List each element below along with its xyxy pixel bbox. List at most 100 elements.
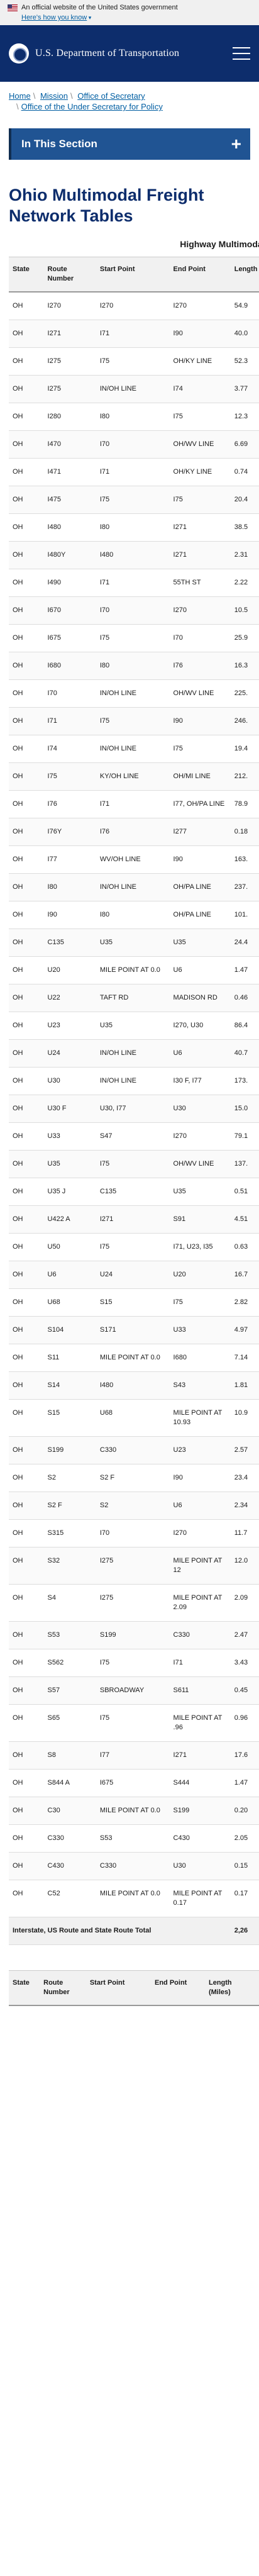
table-cell: I270 bbox=[169, 596, 231, 625]
table-cell: I80 bbox=[96, 513, 170, 542]
breadcrumb: Home \ Mission \ Office of Secretary \ Offi… bbox=[9, 91, 163, 111]
table-cell: IN/OH LINE bbox=[96, 679, 170, 708]
table-cell: I76 bbox=[43, 790, 96, 818]
table-cell: 2.05 bbox=[230, 1824, 259, 1853]
table-cell: I71 bbox=[96, 320, 170, 348]
table-cell: OH bbox=[9, 624, 44, 652]
freight-table-container[interactable]: Highway Multimodal Freight Network State… bbox=[0, 239, 259, 1945]
table-cell: S2 bbox=[96, 1492, 170, 1520]
table-cell: 10.5 bbox=[230, 596, 259, 625]
col-header: Route Number bbox=[43, 257, 96, 293]
table-cell: 2.57 bbox=[230, 1436, 259, 1464]
table-cell: 0.63 bbox=[230, 1233, 259, 1261]
table-cell: OH bbox=[9, 292, 44, 320]
table-cell: OH bbox=[9, 1880, 44, 1917]
table-cell: 78.9 bbox=[230, 790, 259, 818]
table-row: OH S53 S199 C330 2.47 bbox=[9, 1621, 259, 1649]
col-header: End Point bbox=[151, 1970, 205, 2006]
col-header: Length (Miles) bbox=[230, 257, 259, 293]
table-cell: OH bbox=[9, 1344, 44, 1372]
home-logo-link[interactable]: U.S. Department of Transportation bbox=[9, 43, 179, 64]
table-cell: 0.51 bbox=[230, 1178, 259, 1206]
gov-banner: An official website of the United States… bbox=[0, 0, 259, 25]
in-this-section-toggle[interactable]: In This Section + bbox=[9, 128, 250, 160]
table-cell: OH bbox=[9, 1824, 44, 1853]
table-row: OH U6 U24 U20 16.7 bbox=[9, 1261, 259, 1289]
table-cell: 11.7 bbox=[230, 1519, 259, 1547]
table-row: OH I470 I70 OH/WV LINE 6.69 bbox=[9, 430, 259, 459]
table-cell: S611 bbox=[169, 1676, 231, 1705]
table-cell: I80 bbox=[96, 901, 170, 929]
table-cell: I275 bbox=[43, 347, 96, 376]
table-cell: I490 bbox=[43, 569, 96, 597]
table-cell: I77, OH/PA LINE bbox=[169, 790, 231, 818]
table-header-row: State Route Number Start Point End Point… bbox=[9, 257, 259, 293]
table-cell: OH bbox=[9, 1178, 44, 1206]
table-cell: C330 bbox=[169, 1621, 231, 1649]
table-cell: C330 bbox=[43, 1824, 96, 1853]
table-cell: OH bbox=[9, 596, 44, 625]
table-cell: C430 bbox=[43, 1852, 96, 1880]
table-cell: U6 bbox=[169, 1492, 231, 1520]
breadcrumb-office[interactable]: Office of Secretary bbox=[77, 91, 145, 101]
breadcrumb-home[interactable]: Home bbox=[9, 91, 31, 101]
table-cell: 4.97 bbox=[230, 1316, 259, 1344]
table-cell: S199 bbox=[43, 1436, 96, 1464]
how-you-know-link[interactable]: Here's how you know bbox=[21, 14, 87, 21]
table-cell: 12.0 bbox=[230, 1547, 259, 1585]
us-flag-icon bbox=[8, 4, 18, 11]
table-cell: I270 bbox=[169, 292, 231, 320]
table-row: OH U35 J C135 U35 0.51 bbox=[9, 1178, 259, 1206]
table-cell: OH bbox=[9, 347, 44, 376]
breadcrumb-mission[interactable]: Mission bbox=[40, 91, 69, 101]
table-cell: I70 bbox=[96, 1519, 170, 1547]
table-cell: OH bbox=[9, 430, 44, 459]
table-cell: I271 bbox=[96, 1205, 170, 1234]
menu-button[interactable] bbox=[233, 47, 250, 60]
table-cell: OH bbox=[9, 1316, 44, 1344]
table-cell: 0.20 bbox=[230, 1797, 259, 1825]
agency-name: U.S. Department of Transportation bbox=[35, 48, 180, 59]
table-cell: 79.1 bbox=[230, 1122, 259, 1151]
col-header: Start Point bbox=[85, 1970, 151, 2006]
table-cell: 237. bbox=[230, 873, 259, 901]
highway-freight-table: State Route Number Start Point End Point… bbox=[9, 257, 259, 1945]
table-cell: I480 bbox=[43, 513, 96, 542]
table-cell: I30 F, I77 bbox=[169, 1067, 231, 1095]
table-cell: I71 bbox=[96, 569, 170, 597]
table-cell: C135 bbox=[96, 1178, 170, 1206]
table-cell: U35 bbox=[43, 1150, 96, 1178]
table-cell: 0.17 bbox=[230, 1880, 259, 1917]
table-cell: 86.4 bbox=[230, 1012, 259, 1040]
chevron-down-icon: ▾ bbox=[87, 14, 92, 21]
breadcrumb-policy[interactable]: Office of the Under Secretary for Policy bbox=[21, 102, 163, 111]
table-cell: OH bbox=[9, 1741, 44, 1770]
table-cell: OH bbox=[9, 1095, 44, 1123]
plus-icon: + bbox=[231, 134, 241, 153]
table-row: OH I80 IN/OH LINE OH/PA LINE 237. bbox=[9, 873, 259, 901]
table-row: OH I471 I71 OH/KY LINE 0.74 bbox=[9, 458, 259, 486]
table-cell: OH bbox=[9, 1676, 44, 1705]
table-cell: OH/WV LINE bbox=[169, 1150, 231, 1178]
table-cell: I271 bbox=[169, 513, 231, 542]
table-cell: I680 bbox=[169, 1344, 231, 1372]
table-cell: U30 bbox=[169, 1095, 231, 1123]
table-cell: C135 bbox=[43, 928, 96, 957]
total-row: Interstate, US Route and State Route Tot… bbox=[9, 1917, 259, 1945]
table-cell: I76 bbox=[96, 818, 170, 846]
table-cell: OH bbox=[9, 845, 44, 874]
table-cell: I280 bbox=[43, 403, 96, 431]
table-cell: C30 bbox=[43, 1797, 96, 1825]
table-cell: S199 bbox=[169, 1797, 231, 1825]
table-cell: OH bbox=[9, 1621, 44, 1649]
table-cell: I270, U30 bbox=[169, 1012, 231, 1040]
site-header: U.S. Department of Transportation bbox=[0, 25, 259, 82]
table-cell: OH bbox=[9, 320, 44, 348]
table-cell: 6.69 bbox=[230, 430, 259, 459]
table-cell: MILE POINT AT 12 bbox=[169, 1547, 231, 1585]
table-cell: S15 bbox=[96, 1288, 170, 1317]
table-cell: S2 F bbox=[43, 1492, 96, 1520]
table-cell: 0.18 bbox=[230, 818, 259, 846]
table-cell: 15.0 bbox=[230, 1095, 259, 1123]
table-cell: S47 bbox=[96, 1122, 170, 1151]
